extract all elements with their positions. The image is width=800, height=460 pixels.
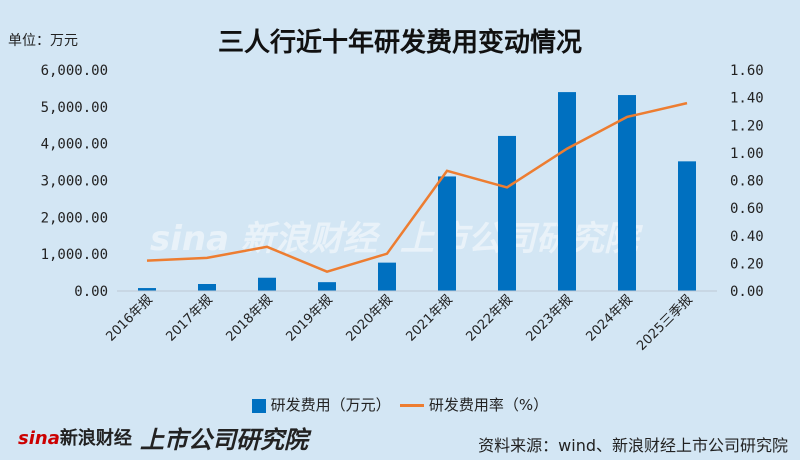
left-axis-tick: 1,000.00 (41, 247, 108, 263)
bar-2024年报 (618, 95, 636, 292)
watermark-institute: 上市公司研究院 (400, 219, 644, 259)
legend: 研发费用（万元） 研发费用率（%） (0, 394, 800, 415)
sina-logo: sina新浪财经 (18, 428, 132, 449)
chart-title: 三人行近十年研发费用变动情况 (217, 28, 582, 58)
unit-label: 单位：万元 (8, 33, 78, 49)
x-tick-label: 2023年报 (523, 292, 575, 344)
x-tick-label: 2024年报 (583, 292, 635, 344)
bar-2025三季报 (678, 161, 696, 291)
right-axis-tick: 0.60 (730, 201, 764, 217)
right-axis-tick: 0.00 (730, 284, 764, 300)
right-axis-tick: 1.20 (730, 118, 764, 134)
bar-2023年报 (558, 92, 576, 291)
bar-2022年报 (498, 135, 516, 291)
left-axis-tick: 0.00 (74, 284, 108, 300)
source-note: 资料来源：wind、新浪财经上市公司研究院 (478, 436, 788, 455)
bar-2019年报 (318, 282, 336, 291)
bar-2017年报 (198, 284, 216, 291)
x-tick-label: 2020年报 (343, 292, 395, 344)
x-tick-label: 2025三季报 (634, 292, 696, 354)
bar-2020年报 (378, 262, 396, 291)
left-axis-tick: 3,000.00 (41, 174, 108, 190)
institute-logo: 上市公司研究院 (140, 426, 308, 454)
legend-line-swatch (400, 404, 425, 407)
right-axis-tick: 0.80 (730, 174, 764, 190)
right-axis-tick: 1.40 (730, 91, 764, 107)
chart-area: sina 新浪财经 上市公司研究院 0.00 1,000.00 2,000.00 3,… (41, 63, 764, 354)
left-axis-tick: 4,000.00 (41, 137, 108, 153)
x-tick-label: 2016年报 (103, 292, 155, 344)
legend-bar-label: 研发费用（万元） (270, 396, 391, 414)
right-axis-tick: 1.00 (730, 146, 764, 162)
left-axis-tick: 5,000.00 (41, 100, 108, 116)
x-tick-label: 2018年报 (223, 292, 275, 344)
watermark-brand: sina 新浪财经 (150, 219, 381, 259)
right-axis-tick: 0.40 (730, 229, 764, 245)
left-axis-tick: 6,000.00 (41, 63, 108, 79)
right-axis-tick: 0.20 (730, 256, 764, 272)
x-tick-label: 2017年报 (163, 292, 215, 344)
bar-2016年报 (138, 288, 156, 291)
right-axis-tick: 1.60 (730, 63, 764, 79)
legend-bar-swatch (251, 398, 266, 413)
x-tick-label: 2022年报 (463, 292, 515, 344)
x-tick-label: 2019年报 (283, 292, 335, 344)
bar-2018年报 (258, 277, 276, 291)
legend-line-label: 研发费用率（%） (428, 396, 549, 414)
x-tick-label: 2021年报 (403, 292, 455, 344)
bar-2021年报 (438, 176, 456, 291)
left-axis-tick: 2,000.00 (41, 210, 108, 226)
rd-rate-line (146, 101, 688, 273)
